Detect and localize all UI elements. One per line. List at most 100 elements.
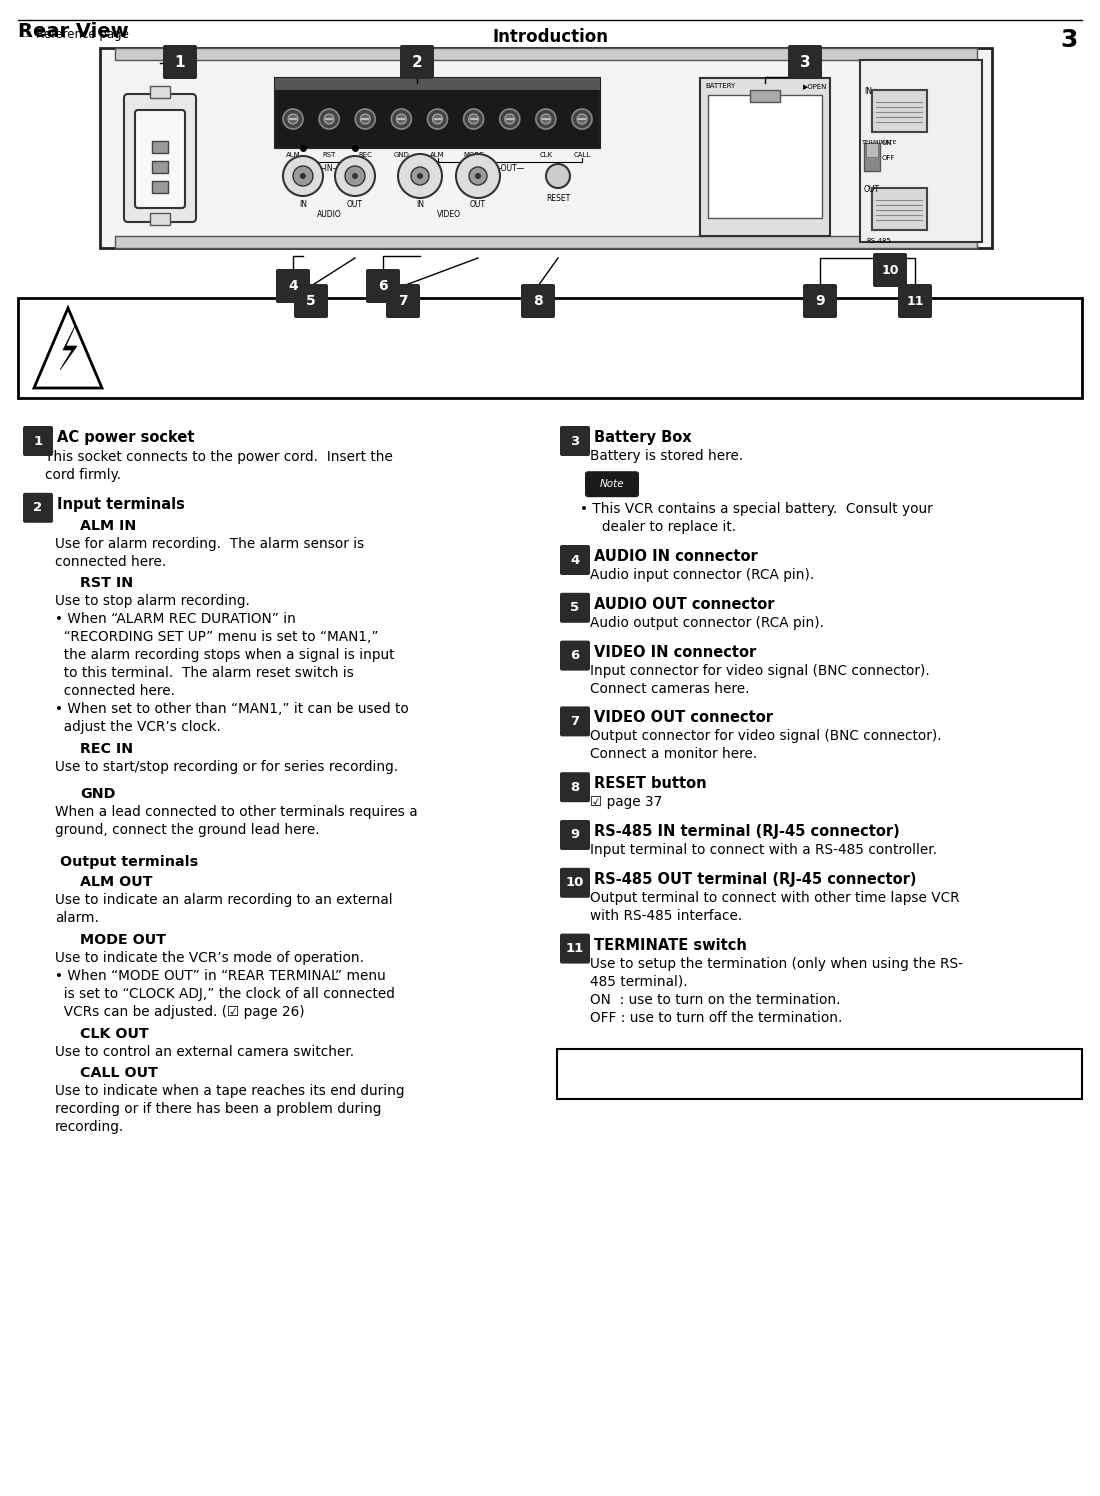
Text: Ensure the power cord is not plugged into the AC outlet before connecting to any: Ensure the power cord is not plugged int… <box>120 370 767 383</box>
Text: AUDIO OUT connector: AUDIO OUT connector <box>594 597 774 612</box>
Circle shape <box>572 109 592 129</box>
FancyBboxPatch shape <box>560 426 590 456</box>
Text: RST IN: RST IN <box>80 576 133 591</box>
Text: Rear View: Rear View <box>18 22 129 40</box>
Text: 11: 11 <box>906 295 924 308</box>
Polygon shape <box>34 308 102 387</box>
Text: Use to control an external camera switcher.: Use to control an external camera switch… <box>55 1044 354 1059</box>
Text: the alarm recording stops when a signal is input: the alarm recording stops when a signal … <box>55 648 395 663</box>
Circle shape <box>283 156 323 196</box>
Text: —IN—: —IN— <box>318 165 341 174</box>
Bar <box>152 141 168 153</box>
Text: For the rating of each connector at the rear panel of: For the rating of each connector at the … <box>569 1061 927 1076</box>
FancyBboxPatch shape <box>560 772 590 802</box>
Text: ALM IN: ALM IN <box>80 519 136 533</box>
Text: with RS-485 interface.: with RS-485 interface. <box>590 908 742 923</box>
Text: 11: 11 <box>565 942 584 954</box>
Circle shape <box>411 168 429 186</box>
Text: Input terminal to connect with a RS-485 controller.: Input terminal to connect with a RS-485 … <box>590 844 937 857</box>
Text: connected here.: connected here. <box>55 555 166 568</box>
Text: RS-485: RS-485 <box>866 238 891 244</box>
Circle shape <box>300 174 306 180</box>
Text: AUDIO IN connector: AUDIO IN connector <box>594 549 758 564</box>
Text: ALM OUT: ALM OUT <box>80 875 153 890</box>
Circle shape <box>456 154 501 197</box>
Bar <box>860 60 982 242</box>
Text: VIDEO IN connector: VIDEO IN connector <box>594 645 757 660</box>
Text: 4: 4 <box>571 554 580 567</box>
Text: ALM: ALM <box>430 153 444 159</box>
FancyBboxPatch shape <box>560 868 590 898</box>
Bar <box>116 236 977 248</box>
Text: CLK: CLK <box>539 153 552 159</box>
Text: Use to indicate the VCR’s mode of operation.: Use to indicate the VCR’s mode of operat… <box>55 951 364 965</box>
Text: 3: 3 <box>1060 28 1078 52</box>
Text: 3: 3 <box>800 54 811 69</box>
Text: • When “MODE OUT” in “REAR TERMINAL” menu: • When “MODE OUT” in “REAR TERMINAL” men… <box>55 969 386 983</box>
FancyBboxPatch shape <box>585 471 639 497</box>
Text: CALL: CALL <box>573 153 591 159</box>
Text: dealer to replace it.: dealer to replace it. <box>580 521 736 534</box>
Text: Connect cameras here.: Connect cameras here. <box>590 682 749 696</box>
Text: —OUT—: —OUT— <box>494 165 526 174</box>
FancyBboxPatch shape <box>560 706 590 736</box>
Text: Use to setup the termination (only when using the RS-: Use to setup the termination (only when … <box>590 956 962 971</box>
Text: Use to indicate when a tape reaches its end during: Use to indicate when a tape reaches its … <box>55 1085 405 1098</box>
FancyBboxPatch shape <box>400 45 434 79</box>
Text: Connect a monitor here.: Connect a monitor here. <box>590 748 757 761</box>
Text: TERMINATE: TERMINATE <box>862 141 898 145</box>
Text: OUT: OUT <box>470 200 486 209</box>
Text: REC: REC <box>359 153 372 159</box>
Circle shape <box>499 109 519 129</box>
Text: ON: ON <box>882 141 892 147</box>
Circle shape <box>392 109 411 129</box>
Text: RESET button: RESET button <box>594 776 706 791</box>
Text: “RECORDING SET UP” menu is set to “MAN1,”: “RECORDING SET UP” menu is set to “MAN1,… <box>55 630 378 645</box>
Circle shape <box>428 109 448 129</box>
Text: GND: GND <box>394 153 409 159</box>
Text: 7: 7 <box>398 295 408 308</box>
Bar <box>152 181 168 193</box>
Text: 10: 10 <box>565 877 584 889</box>
Text: Introduction: Introduction <box>492 28 608 46</box>
Text: 2: 2 <box>411 54 422 69</box>
Circle shape <box>469 114 478 124</box>
Text: IN: IN <box>416 200 424 209</box>
Text: Use to start/stop recording or for series recording.: Use to start/stop recording or for serie… <box>55 760 398 773</box>
Circle shape <box>398 154 442 197</box>
Text: MODE OUT: MODE OUT <box>80 934 166 947</box>
Text: Output terminals: Output terminals <box>60 856 198 869</box>
Text: Audio output connector (RCA pin).: Audio output connector (RCA pin). <box>590 616 824 630</box>
Text: Use for alarm recording.  The alarm sensor is: Use for alarm recording. The alarm senso… <box>55 537 364 551</box>
Text: 9: 9 <box>571 829 580 841</box>
Text: IN: IN <box>864 87 872 96</box>
Text: • When set to other than “MAN1,” it can be used to: • When set to other than “MAN1,” it can … <box>55 703 409 717</box>
Circle shape <box>541 114 551 124</box>
Text: Use to indicate an alarm recording to an external: Use to indicate an alarm recording to an… <box>55 893 393 908</box>
Circle shape <box>396 114 406 124</box>
Text: cord firmly.: cord firmly. <box>45 468 121 482</box>
Text: 1: 1 <box>33 434 43 447</box>
Text: MODE: MODE <box>463 153 484 159</box>
Circle shape <box>546 165 570 188</box>
FancyBboxPatch shape <box>276 269 310 304</box>
Circle shape <box>345 166 365 186</box>
FancyBboxPatch shape <box>560 592 590 622</box>
Text: TERMINATE switch: TERMINATE switch <box>594 938 747 953</box>
Text: RST: RST <box>322 153 335 159</box>
Text: Note: Note <box>600 479 625 489</box>
Text: connected here.: connected here. <box>55 684 175 699</box>
FancyBboxPatch shape <box>873 253 908 287</box>
Text: to this terminal.  The alarm reset switch is: to this terminal. The alarm reset switch… <box>55 666 354 681</box>
Text: 7: 7 <box>571 715 580 729</box>
Bar <box>872 188 927 230</box>
Text: Never connect to any outlet or power supply having a different voltage or freque: Never connect to any outlet or power sup… <box>120 349 688 362</box>
FancyBboxPatch shape <box>521 284 556 319</box>
Text: Warning:: Warning: <box>120 313 195 328</box>
Circle shape <box>475 174 481 180</box>
Circle shape <box>352 174 358 180</box>
Polygon shape <box>60 326 77 370</box>
FancyBboxPatch shape <box>386 284 420 319</box>
Text: CLK OUT: CLK OUT <box>80 1026 148 1041</box>
Text: 3: 3 <box>571 434 580 447</box>
